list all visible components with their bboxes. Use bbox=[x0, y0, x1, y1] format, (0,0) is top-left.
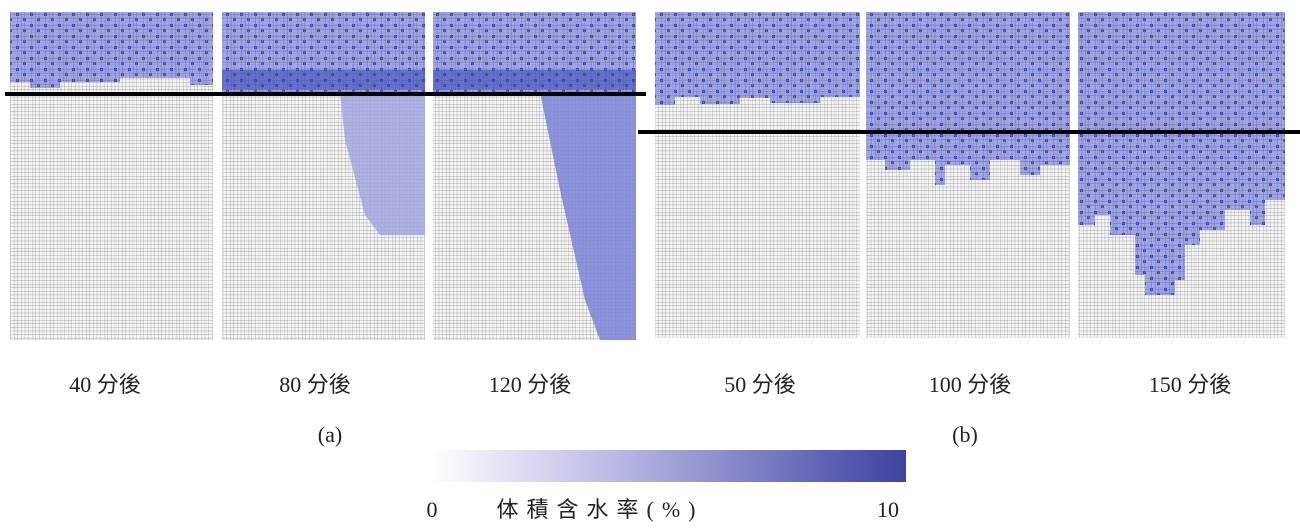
panel-label: 100 分後 bbox=[929, 372, 1012, 397]
panel-b2 bbox=[866, 12, 1070, 338]
panel-a3 bbox=[433, 12, 636, 340]
group-label: (b) bbox=[952, 422, 978, 447]
colorbar-title: 体積含水率(%) bbox=[497, 497, 704, 522]
panel-b1 bbox=[655, 12, 860, 338]
panel-label: 50 分後 bbox=[724, 372, 796, 397]
panel-a1 bbox=[10, 12, 213, 340]
group-label: (a) bbox=[318, 422, 342, 447]
colorbar-tick: 10 bbox=[877, 497, 899, 522]
colorbar-tick: 0 bbox=[427, 497, 438, 522]
panel-b3 bbox=[1078, 12, 1285, 338]
panel-label: 150 分後 bbox=[1149, 372, 1232, 397]
panel-a2 bbox=[222, 12, 425, 340]
colorbar bbox=[430, 450, 906, 482]
panel-label: 80 分後 bbox=[279, 372, 351, 397]
panel-label: 120 分後 bbox=[489, 372, 572, 397]
panel-label: 40 分後 bbox=[69, 372, 141, 397]
